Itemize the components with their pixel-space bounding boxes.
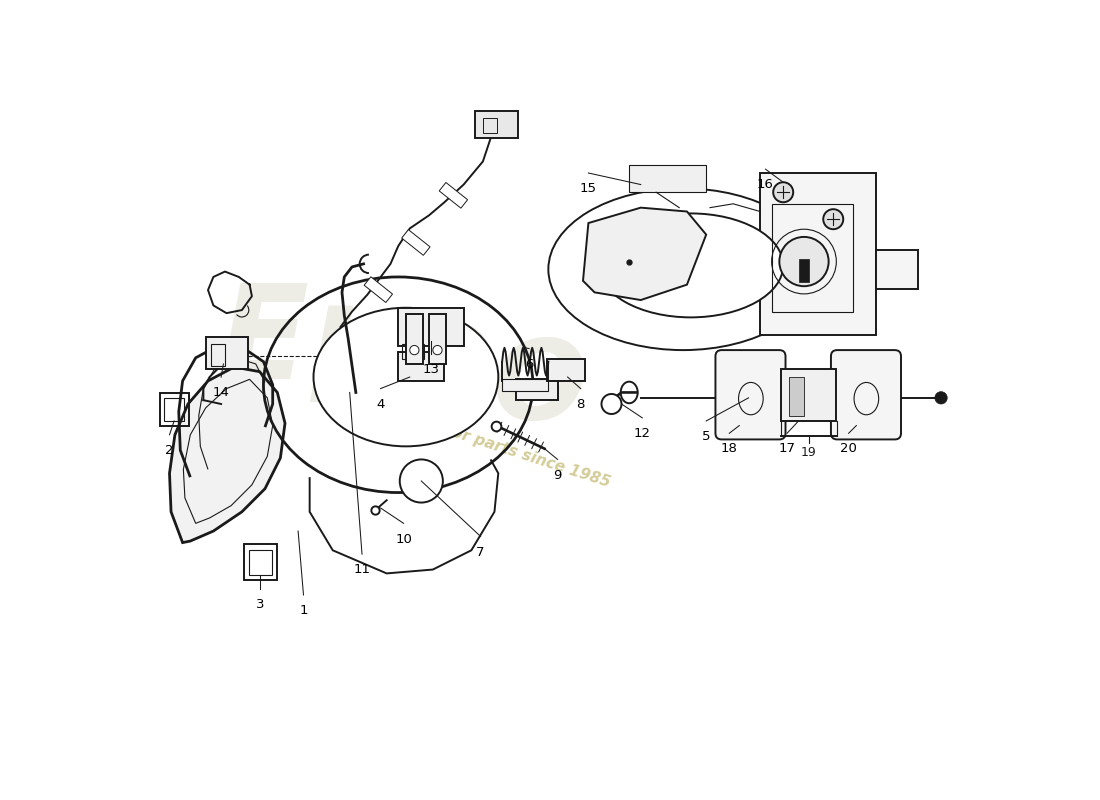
Bar bbox=[629, 166, 706, 192]
Bar bbox=[244, 544, 276, 579]
Circle shape bbox=[602, 394, 621, 414]
Bar bbox=[800, 259, 808, 282]
Text: 16: 16 bbox=[757, 178, 774, 191]
Text: 2: 2 bbox=[165, 444, 174, 457]
Text: 6: 6 bbox=[525, 358, 533, 371]
Circle shape bbox=[935, 392, 947, 404]
Polygon shape bbox=[583, 208, 706, 300]
Text: 7: 7 bbox=[476, 546, 485, 558]
Text: 1: 1 bbox=[299, 604, 308, 618]
Text: 19: 19 bbox=[801, 446, 816, 459]
Bar bbox=[160, 394, 189, 426]
Bar bbox=[439, 182, 468, 208]
Text: O: O bbox=[494, 335, 587, 442]
Circle shape bbox=[432, 346, 442, 354]
Circle shape bbox=[399, 459, 443, 502]
Text: 12: 12 bbox=[634, 427, 651, 440]
Circle shape bbox=[773, 182, 793, 202]
Text: 20: 20 bbox=[840, 442, 857, 455]
Polygon shape bbox=[169, 367, 285, 542]
Bar bbox=[398, 308, 464, 346]
Bar bbox=[429, 314, 446, 364]
Text: 8: 8 bbox=[576, 398, 585, 411]
Bar bbox=[876, 250, 917, 289]
Circle shape bbox=[823, 209, 844, 230]
Text: 14: 14 bbox=[212, 386, 230, 399]
Circle shape bbox=[409, 346, 419, 354]
Bar bbox=[483, 118, 497, 133]
Ellipse shape bbox=[314, 308, 498, 446]
Text: 13: 13 bbox=[422, 363, 440, 376]
Bar bbox=[206, 337, 248, 370]
FancyBboxPatch shape bbox=[715, 350, 785, 439]
Text: 15: 15 bbox=[580, 182, 597, 195]
Bar bbox=[406, 314, 422, 364]
Circle shape bbox=[779, 237, 828, 286]
Bar bbox=[547, 359, 585, 381]
FancyBboxPatch shape bbox=[830, 350, 901, 439]
Text: D: D bbox=[386, 318, 495, 445]
Text: 9: 9 bbox=[553, 469, 562, 482]
Text: L: L bbox=[306, 302, 390, 429]
Bar bbox=[516, 378, 559, 400]
Text: 18: 18 bbox=[720, 442, 738, 455]
Bar bbox=[789, 377, 804, 415]
Text: 17: 17 bbox=[779, 442, 795, 455]
Bar bbox=[475, 111, 517, 138]
Bar bbox=[502, 379, 548, 391]
Ellipse shape bbox=[598, 214, 783, 318]
Bar bbox=[760, 173, 876, 334]
Text: 5: 5 bbox=[702, 430, 711, 443]
Bar bbox=[398, 352, 444, 381]
Text: 3: 3 bbox=[256, 598, 265, 611]
Text: E: E bbox=[219, 279, 308, 406]
Bar bbox=[249, 550, 272, 575]
Bar bbox=[403, 344, 424, 359]
Text: 11: 11 bbox=[353, 563, 371, 576]
Bar bbox=[164, 398, 184, 421]
Text: a passion for parts since 1985: a passion for parts since 1985 bbox=[361, 395, 613, 490]
Text: 4: 4 bbox=[376, 398, 385, 411]
Bar bbox=[772, 204, 852, 311]
Bar bbox=[402, 230, 430, 255]
Bar bbox=[364, 277, 393, 302]
Bar bbox=[211, 344, 226, 366]
Bar bbox=[781, 369, 836, 421]
Text: 10: 10 bbox=[395, 533, 412, 546]
